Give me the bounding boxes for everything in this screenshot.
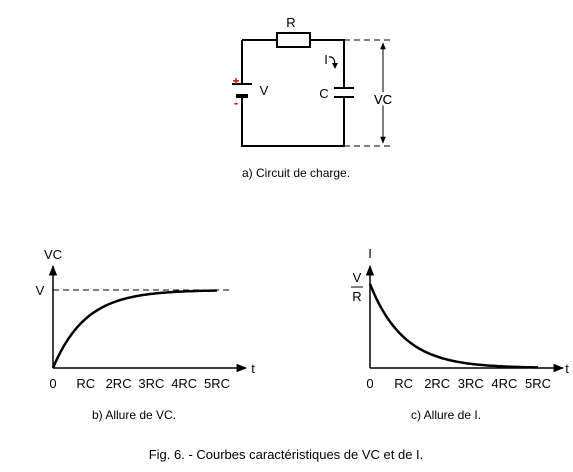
i-tick-label: 4RC — [491, 376, 517, 391]
resistor-symbol — [276, 32, 311, 48]
vc-tick-label: 3RC — [138, 376, 164, 391]
figure-caption: Fig. 6. - Courbes caractéristiques de VC… — [149, 447, 424, 462]
i-x-axis-label: t — [565, 361, 569, 376]
i-discharge-curve — [368, 283, 538, 369]
current-label: I — [324, 52, 328, 67]
i-tick-label: 0 — [366, 376, 373, 391]
vc-asymptote-label: V — [36, 283, 45, 298]
resistor-label: R — [286, 15, 295, 30]
battery-minus-sign: - — [234, 95, 238, 110]
i-tick-label: 5RC — [525, 376, 551, 391]
i-tick-label: RC — [394, 376, 413, 391]
charging-circuit: R + - V C I VC VC a) Circuit de charge. — [232, 15, 395, 180]
battery-plus-sign: + — [232, 74, 239, 88]
i-start-denominator: R — [352, 289, 361, 304]
current-arrowhead — [332, 63, 338, 69]
i-start-numerator: V — [353, 270, 362, 285]
vc-charge-curve — [51, 289, 217, 369]
vc-tick-label: RC — [76, 376, 95, 391]
vc-tick-label: 4RC — [171, 376, 197, 391]
vc-label: VC — [374, 92, 392, 107]
graph-vc: VC t V 0 RC 2RC 3RC 4RC 5RC b) Allure de VC. — [36, 247, 256, 422]
i-y-axis-label: I — [368, 246, 372, 261]
vc-caption: b) Allure de VC. — [92, 408, 176, 422]
vc-y-axis-label: VC — [44, 247, 62, 262]
capacitor-label: C — [319, 86, 328, 101]
vc-tick-label: 2RC — [106, 376, 132, 391]
vc-tick-label: 5RC — [204, 376, 230, 391]
source-label: V — [260, 83, 269, 98]
i-caption: c) Allure de I. — [411, 408, 481, 422]
vc-tick-label: 0 — [49, 376, 56, 391]
vc-label-front: VC — [374, 92, 392, 107]
vc-x-axis-label: t — [251, 361, 255, 376]
circuit-caption: a) Circuit de charge. — [242, 166, 350, 180]
i-tick-label: 3RC — [458, 376, 484, 391]
graph-i: I t V R 0 RC 2RC 3RC 4RC 5RC c) Allure de I. — [351, 246, 569, 422]
i-tick-label: 2RC — [424, 376, 450, 391]
